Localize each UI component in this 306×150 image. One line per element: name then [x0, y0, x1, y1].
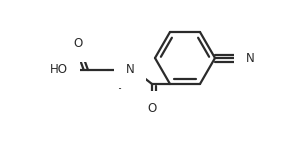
Text: O: O [73, 38, 83, 51]
Text: N: N [246, 51, 255, 64]
Text: HO: HO [50, 63, 68, 76]
Text: O: O [147, 102, 157, 116]
Text: N: N [126, 63, 134, 76]
